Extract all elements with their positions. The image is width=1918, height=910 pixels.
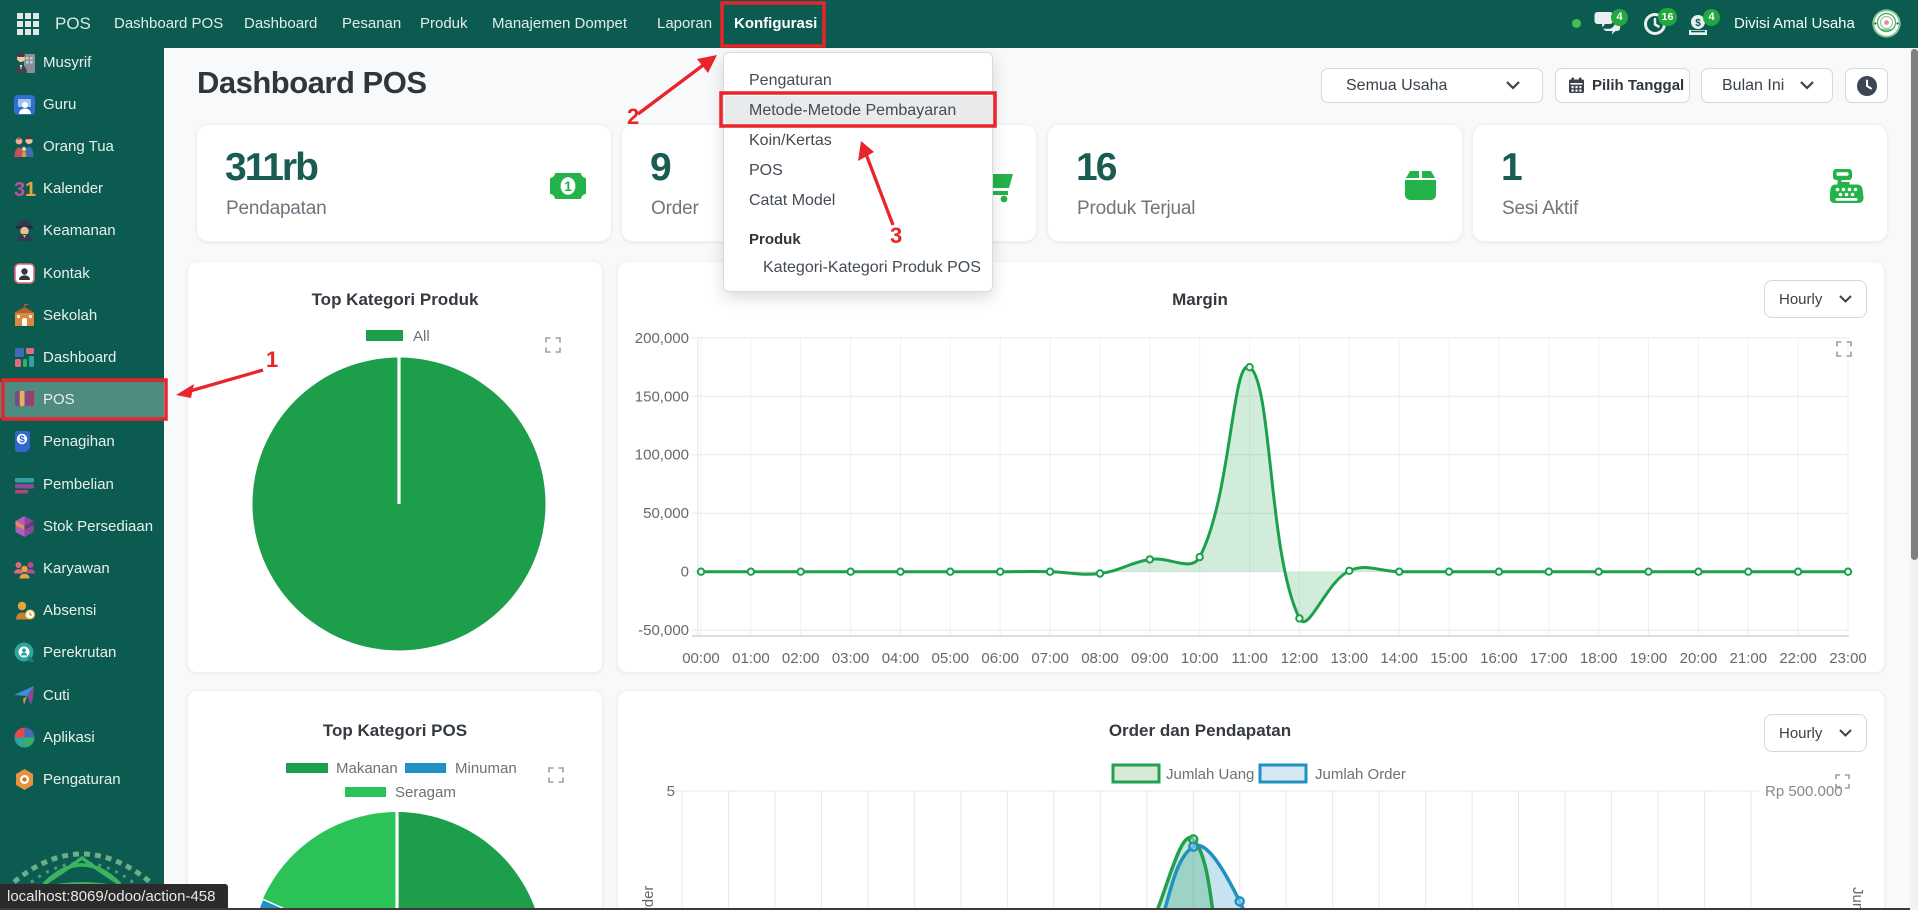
svg-text:23:00: 23:00 <box>1829 650 1867 667</box>
svg-text:Rp 500.000: Rp 500.000 <box>1765 783 1843 800</box>
svg-text:0: 0 <box>681 564 689 581</box>
svg-text:01:00: 01:00 <box>732 650 770 667</box>
svg-text:11:00: 11:00 <box>1231 650 1267 667</box>
svg-text:$: $ <box>19 435 25 446</box>
svg-text:12:00: 12:00 <box>1281 650 1319 667</box>
svg-text:08:00: 08:00 <box>1081 650 1119 667</box>
svg-text:5: 5 <box>667 783 675 800</box>
svg-text:07:00: 07:00 <box>1031 650 1069 667</box>
svg-text:$: $ <box>1695 18 1701 29</box>
svg-text:Jumlah Order: Jumlah Order <box>1315 766 1406 783</box>
svg-text:150,000: 150,000 <box>635 388 689 405</box>
svg-text:05:00: 05:00 <box>932 650 970 667</box>
svg-text:17:00: 17:00 <box>1530 650 1568 667</box>
svg-text:00:00: 00:00 <box>682 650 720 667</box>
svg-text:200,000: 200,000 <box>635 330 689 347</box>
svg-text:04:00: 04:00 <box>882 650 920 667</box>
svg-text:Seragam: Seragam <box>395 784 456 801</box>
svg-text:All: All <box>413 328 430 345</box>
svg-text:50,000: 50,000 <box>643 505 689 522</box>
svg-text:06:00: 06:00 <box>981 650 1019 667</box>
svg-text:Makanan: Makanan <box>336 760 398 777</box>
svg-text:02:00: 02:00 <box>782 650 820 667</box>
svg-text:09:00: 09:00 <box>1131 650 1169 667</box>
svg-text:19:00: 19:00 <box>1630 650 1668 667</box>
svg-text:03:00: 03:00 <box>832 650 870 667</box>
svg-text:14:00: 14:00 <box>1380 650 1418 667</box>
svg-text:10:00: 10:00 <box>1181 650 1219 667</box>
svg-text:Jumlah Uang: Jumlah Uang <box>1849 887 1866 910</box>
svg-text:21:00: 21:00 <box>1730 650 1768 667</box>
svg-text:3: 3 <box>14 179 25 200</box>
svg-text:16:00: 16:00 <box>1480 650 1518 667</box>
svg-text:1: 1 <box>25 179 36 200</box>
svg-text:22:00: 22:00 <box>1779 650 1817 667</box>
svg-text:Jumlah Order: Jumlah Order <box>640 886 657 910</box>
svg-text:Jumlah Uang: Jumlah Uang <box>1166 766 1254 783</box>
svg-text:15:00: 15:00 <box>1430 650 1468 667</box>
svg-text:1: 1 <box>564 178 572 194</box>
svg-text:Minuman: Minuman <box>455 760 517 777</box>
svg-text:100,000: 100,000 <box>635 447 689 464</box>
svg-text:13:00: 13:00 <box>1331 650 1369 667</box>
svg-text:18:00: 18:00 <box>1580 650 1618 667</box>
svg-text:20:00: 20:00 <box>1680 650 1718 667</box>
svg-text:-50,000: -50,000 <box>638 622 689 639</box>
